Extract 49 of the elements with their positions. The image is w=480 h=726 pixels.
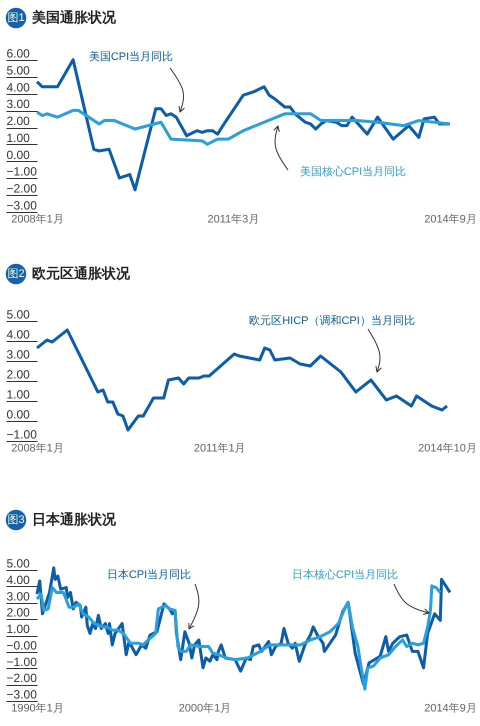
y-tick-label: 4.00 (6, 572, 30, 587)
y-tick-label: 6.00 (6, 46, 30, 60)
caption: 图2 (7, 268, 25, 280)
line-series (36, 108, 452, 146)
y-tick-label: −3.00 (6, 198, 38, 212)
x-tick-label: 2008年1月 (11, 442, 64, 454)
caption: 图3 (7, 514, 25, 526)
caption: 图1 (7, 12, 25, 24)
y-tick-label: 4.00 (6, 80, 30, 94)
y-tick-label: 0.00 (6, 408, 30, 422)
y-tick-label: 1.00 (6, 130, 30, 145)
y-tick-label: 1.00 (6, 388, 30, 402)
line-series (36, 328, 448, 432)
y-tick-label: 3.00 (6, 97, 30, 112)
y-tick-label: 5.00 (6, 308, 30, 322)
series-label: 美国CPI当月同比 (88, 50, 174, 63)
text: 欧元区HICP（调和CPI）当月同比 (249, 314, 415, 327)
text: 日本核心CPI当月同比 (292, 568, 398, 581)
x-tick-label: 2000年1月 (178, 702, 232, 714)
chart-title: 欧元区通胀状况 (32, 265, 131, 281)
chart-title: 美国通胀状况 (31, 9, 117, 25)
x-tick-label: 2011年1月 (194, 442, 246, 454)
y-tick-label: 0.00 (6, 148, 30, 162)
text: 日本CPI当月同比 (106, 568, 192, 581)
y-tick-label: 2.00 (6, 114, 30, 128)
line-series (36, 584, 442, 691)
x-tick-label: 2014年9月 (424, 702, 477, 714)
y-tick-label: 2.00 (6, 368, 30, 382)
y-tick-label: 4.00 (6, 328, 30, 342)
y-tick-label: 5.00 (6, 556, 30, 570)
y-tick-label: 3.00 (6, 348, 30, 362)
chart-title: 日本通胀状况 (32, 511, 117, 527)
y-tick-label: 3.00 (6, 589, 30, 604)
y-tick-label: 1.00 (6, 622, 30, 636)
y-tick-label: −0.00 (6, 638, 38, 652)
x-tick-label: 1990年1月 (11, 702, 64, 714)
x-tick-label: 2014年10月 (418, 442, 477, 454)
y-tick-label: −2.00 (6, 671, 38, 686)
y-tick-label: −1.00 (6, 164, 38, 179)
y-tick-label: −1.00 (6, 654, 38, 669)
y-tick-label: −2.00 (6, 182, 38, 196)
y-tick-label: 5.00 (6, 63, 30, 78)
y-tick-label: −1.00 (6, 428, 38, 442)
y-tick-label: −3.00 (6, 688, 38, 702)
y-tick-label: 2.00 (6, 606, 30, 620)
x-tick-label: 2011年3月 (208, 214, 260, 226)
x-tick-label: 2008年1月 (11, 214, 64, 226)
text: 美国核心CPI当月同比 (300, 165, 406, 178)
x-tick-label: 2014年9月 (424, 214, 477, 226)
